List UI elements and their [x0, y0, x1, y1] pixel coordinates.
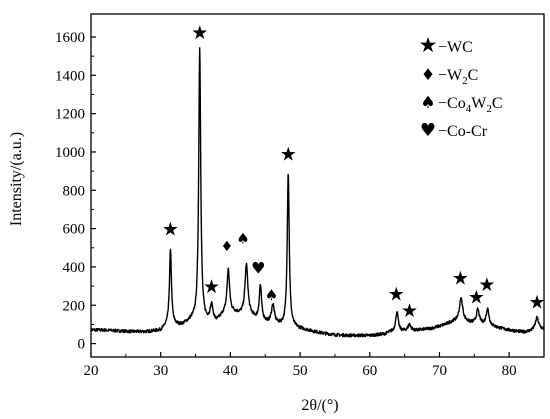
y-tick-label: 1600	[55, 30, 85, 46]
legend-spade-icon: ♠	[420, 93, 435, 113]
legend-label: −Co4W2C	[438, 95, 502, 115]
legend-label: −W2C	[438, 67, 478, 87]
x-axis-title: 2θ/(°)	[301, 397, 338, 414]
legend-diamond-icon: ♦	[421, 65, 435, 84]
legend-label: −WC	[438, 39, 473, 56]
curve-layer	[90, 47, 545, 338]
heart-marker-icon: ♥	[251, 259, 265, 278]
axes: 20 30 40 50 60 70 8002004006008001000120014001…	[55, 13, 545, 379]
y-tick-label: 800	[63, 183, 86, 199]
star-marker-icon: ★	[162, 218, 179, 240]
x-tick-label: 70	[432, 363, 447, 379]
plot-frame	[90, 13, 545, 358]
star-marker-icon: ★	[478, 274, 495, 296]
legend-star-icon: ★	[419, 33, 438, 57]
star-marker-icon: ★	[280, 144, 297, 166]
x-tick-label: 60	[362, 363, 377, 379]
peak-markers: ★★★♦ ♠♥♠★★★★★★★	[162, 22, 546, 322]
y-tick-label: 0	[78, 337, 86, 353]
y-tick-label: 1200	[55, 107, 85, 123]
star-marker-icon: ★	[529, 291, 546, 313]
spade-marker-icon: ♠	[236, 230, 249, 248]
spade-marker-icon: ♠	[265, 286, 278, 304]
star-marker-icon: ★	[388, 284, 405, 306]
y-tick-label: 400	[63, 260, 86, 276]
star-marker-icon: ★	[203, 276, 220, 298]
star-marker-icon: ★	[401, 300, 418, 322]
star-marker-icon: ★	[468, 286, 485, 308]
x-tick-label: 30	[153, 363, 168, 379]
legend-heart-icon: ♥	[420, 120, 436, 141]
x-tick-label: 20	[84, 363, 99, 379]
y-tick-label: 1400	[55, 68, 85, 84]
x-tick-label: 80	[502, 363, 517, 379]
x-tick-label: 50	[293, 363, 308, 379]
xrd-pattern-line	[90, 47, 545, 338]
y-tick-label: 600	[63, 222, 86, 238]
legend: ★ −WC♦ −W2C♠ −Co4W2C♥ −Co-Cr	[419, 33, 503, 141]
star-marker-icon: ★	[191, 22, 208, 44]
diamond-marker-icon: ♦	[221, 239, 234, 255]
y-tick-label: 1000	[55, 145, 85, 161]
star-marker-icon: ★	[452, 267, 469, 289]
x-tick-label: 40	[223, 363, 238, 379]
y-tick-label: 200	[63, 298, 86, 314]
legend-label: −Co-Cr	[438, 123, 488, 140]
y-axis-title: Intensity/(a.u.)	[8, 132, 25, 226]
